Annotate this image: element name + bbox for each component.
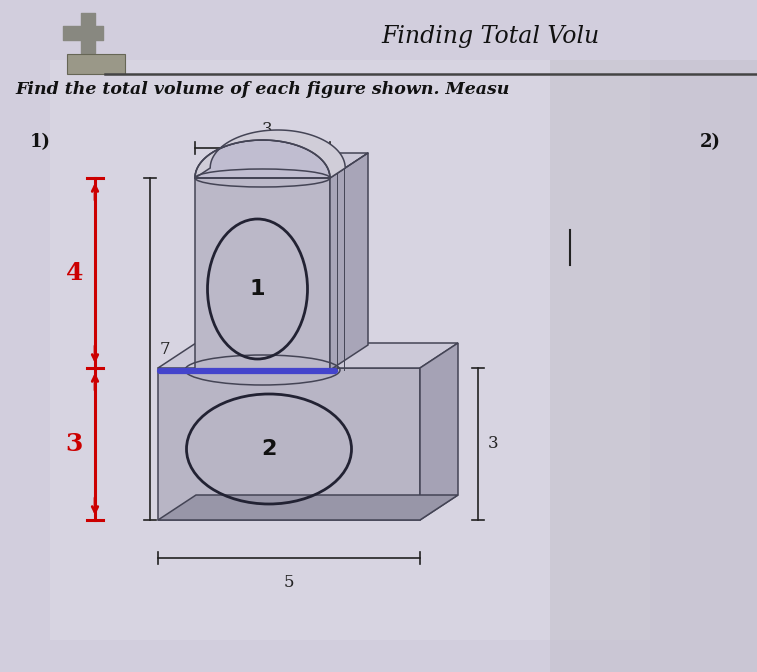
Bar: [50, 60, 650, 640]
Text: Find the total volume of each figure shown. Measu: Find the total volume of each figure sho…: [15, 81, 509, 99]
Polygon shape: [195, 130, 345, 178]
Polygon shape: [420, 343, 458, 520]
Text: 5: 5: [284, 574, 294, 591]
Polygon shape: [158, 495, 458, 520]
Text: Finding Total Volu: Finding Total Volu: [381, 24, 599, 48]
Text: 4: 4: [66, 261, 83, 285]
Text: 2): 2): [700, 133, 721, 151]
Text: 3: 3: [262, 121, 273, 138]
Bar: [550, 60, 757, 672]
Bar: [195, 178, 330, 370]
Bar: [67, 54, 125, 74]
Text: 7: 7: [160, 341, 170, 358]
Text: 1: 1: [250, 279, 265, 299]
Polygon shape: [195, 140, 330, 178]
Polygon shape: [330, 153, 368, 370]
Polygon shape: [158, 343, 458, 368]
Bar: [158, 368, 420, 520]
Text: 3: 3: [66, 432, 83, 456]
Text: 2: 2: [261, 439, 277, 459]
Text: 1): 1): [30, 133, 51, 151]
Polygon shape: [195, 153, 368, 178]
Text: 3: 3: [488, 435, 499, 452]
